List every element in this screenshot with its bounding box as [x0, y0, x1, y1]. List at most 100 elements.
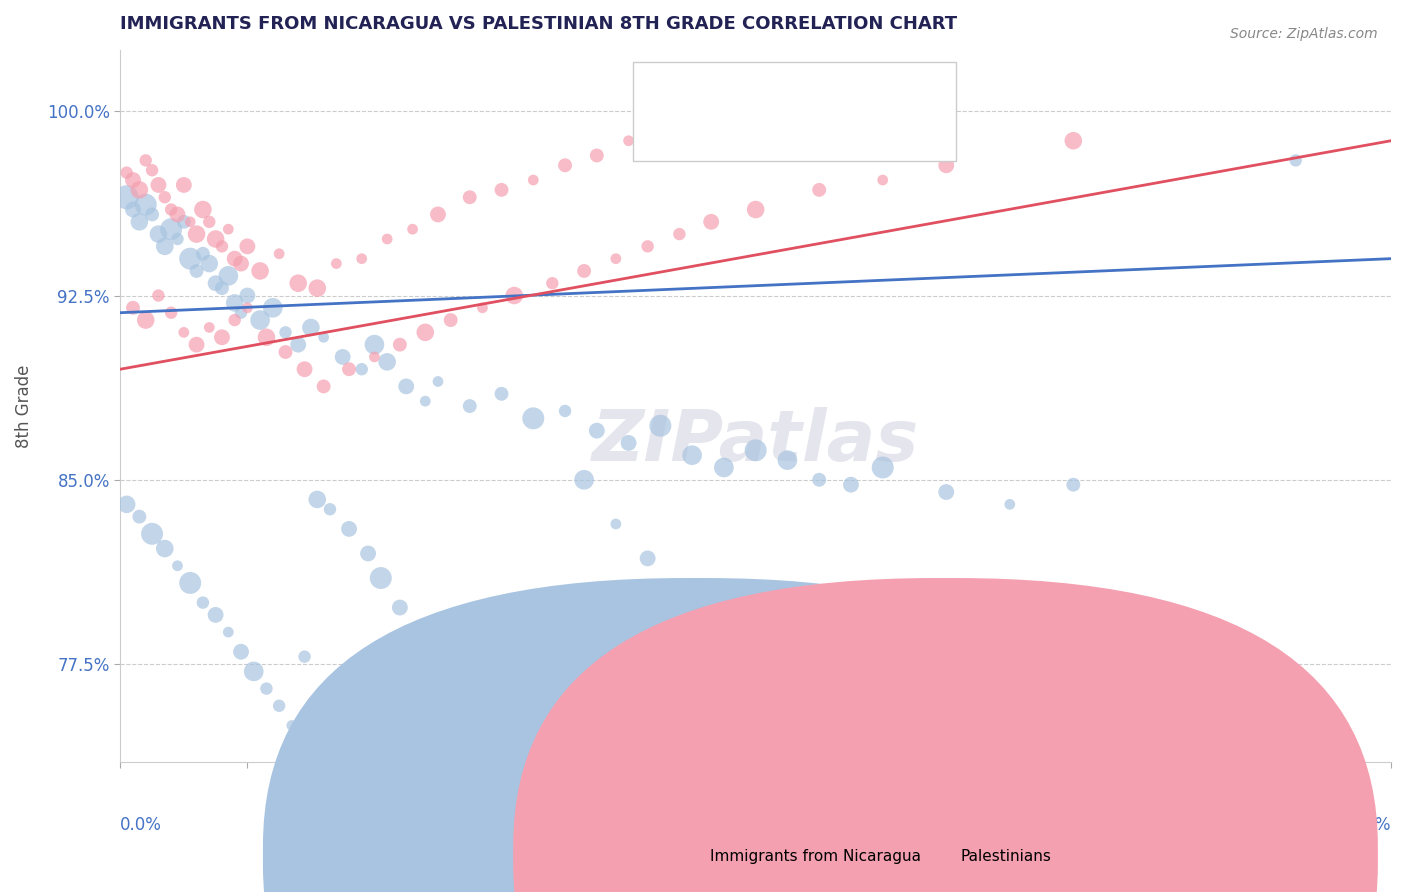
- Point: [236, 288, 259, 302]
- Point: [287, 337, 309, 351]
- Point: [617, 436, 640, 450]
- Point: [388, 337, 411, 351]
- Point: [173, 178, 195, 192]
- Point: [491, 183, 513, 197]
- Point: [217, 625, 239, 640]
- Point: [217, 268, 239, 283]
- Point: [458, 190, 481, 204]
- Point: [337, 522, 360, 536]
- Point: [160, 222, 183, 236]
- Point: [262, 301, 284, 315]
- Point: [1062, 134, 1084, 148]
- Point: [522, 173, 544, 187]
- Point: [744, 202, 766, 217]
- Point: [350, 252, 373, 266]
- Point: [375, 232, 398, 246]
- Point: [115, 497, 138, 511]
- Point: [281, 718, 304, 732]
- Point: [668, 583, 690, 598]
- Point: [312, 330, 335, 344]
- Point: [179, 252, 201, 266]
- Point: [554, 158, 576, 172]
- Point: [503, 723, 526, 738]
- Point: [427, 375, 450, 389]
- Point: [935, 158, 957, 172]
- Point: [179, 215, 201, 229]
- Point: [744, 443, 766, 458]
- Point: [211, 330, 233, 344]
- Point: [808, 473, 831, 487]
- Point: [325, 256, 347, 270]
- Point: [269, 698, 291, 713]
- Point: [541, 277, 564, 291]
- Text: Source: ZipAtlas.com: Source: ZipAtlas.com: [1230, 27, 1378, 41]
- Point: [388, 600, 411, 615]
- Point: [605, 516, 627, 531]
- Point: [440, 313, 463, 327]
- Point: [229, 306, 252, 320]
- Point: [236, 239, 259, 253]
- Point: [998, 497, 1021, 511]
- Point: [204, 277, 226, 291]
- Point: [191, 202, 214, 217]
- Point: [287, 277, 309, 291]
- Point: [211, 239, 233, 253]
- Point: [307, 281, 329, 295]
- Point: [179, 576, 201, 591]
- Text: 0.0%: 0.0%: [121, 816, 162, 834]
- Point: [254, 330, 277, 344]
- Point: [274, 326, 297, 340]
- Point: [617, 134, 640, 148]
- Point: [1062, 477, 1084, 491]
- Point: [135, 153, 157, 168]
- Point: [141, 163, 163, 178]
- Point: [808, 183, 831, 197]
- Point: [935, 485, 957, 500]
- Point: [357, 546, 380, 560]
- Point: [224, 296, 246, 310]
- Point: [173, 215, 195, 229]
- Point: [224, 252, 246, 266]
- Point: [319, 502, 342, 516]
- Point: [128, 509, 150, 524]
- Point: [440, 674, 463, 689]
- Text: Palestinians: Palestinians: [960, 849, 1052, 863]
- Point: [363, 350, 385, 364]
- Point: [249, 264, 271, 278]
- Text: Immigrants from Nicaragua: Immigrants from Nicaragua: [710, 849, 921, 863]
- Point: [554, 404, 576, 418]
- Point: [427, 207, 450, 221]
- Point: [458, 399, 481, 413]
- Text: 20.0%: 20.0%: [1339, 816, 1391, 834]
- Point: [700, 615, 723, 630]
- Point: [166, 232, 188, 246]
- Point: [153, 190, 176, 204]
- Point: [294, 649, 316, 664]
- Point: [503, 288, 526, 302]
- Point: [198, 320, 221, 334]
- Point: [135, 197, 157, 211]
- Point: [191, 596, 214, 610]
- Point: [839, 477, 862, 491]
- Text: ZIPatlas: ZIPatlas: [592, 407, 920, 476]
- Point: [395, 379, 418, 393]
- Point: [122, 173, 145, 187]
- Point: [363, 337, 385, 351]
- Point: [471, 706, 494, 721]
- Point: [249, 313, 271, 327]
- Point: [269, 246, 291, 260]
- Point: [166, 207, 188, 221]
- Point: [191, 246, 214, 260]
- Text: IMMIGRANTS FROM NICARAGUA VS PALESTINIAN 8TH GRADE CORRELATION CHART: IMMIGRANTS FROM NICARAGUA VS PALESTINIAN…: [121, 15, 957, 33]
- Point: [375, 355, 398, 369]
- Y-axis label: 8th Grade: 8th Grade: [15, 364, 32, 448]
- Point: [668, 227, 690, 241]
- Point: [681, 448, 703, 462]
- Point: [141, 526, 163, 541]
- Point: [135, 313, 157, 327]
- Point: [204, 232, 226, 246]
- Point: [254, 681, 277, 696]
- Text: N = 82: N = 82: [801, 81, 865, 99]
- Point: [872, 460, 894, 475]
- Point: [153, 541, 176, 556]
